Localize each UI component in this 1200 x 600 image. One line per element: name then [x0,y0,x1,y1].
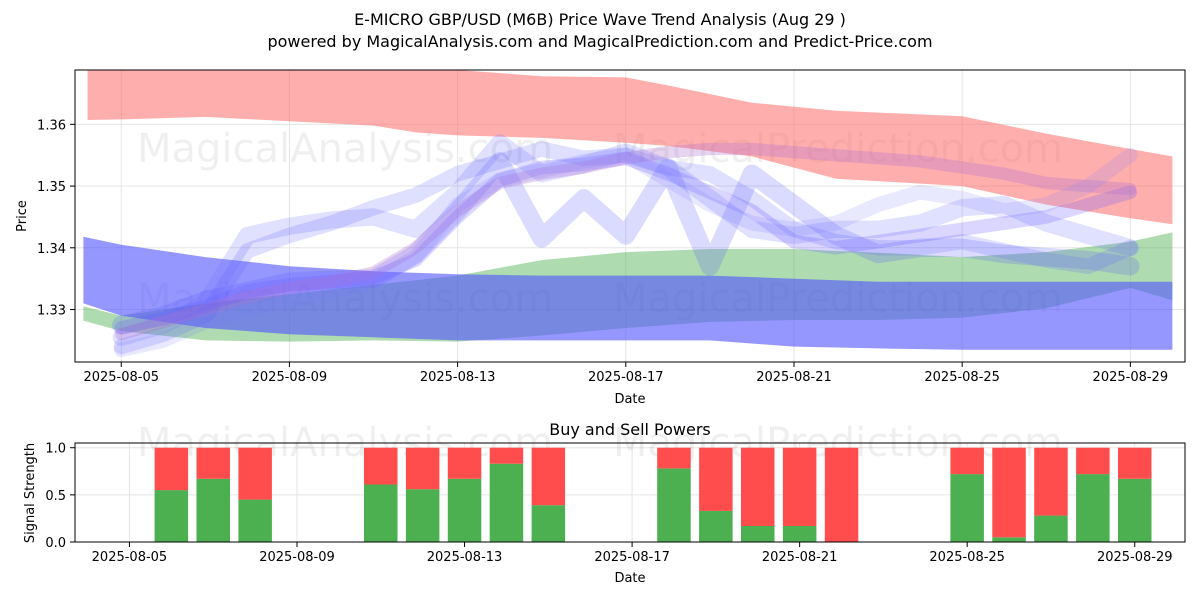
price-x-tick-label: 2025-08-09 [252,370,328,385]
sell-bar [238,447,272,500]
power-x-tick-label: 2025-08-29 [1097,550,1173,565]
wave-4 [112,152,1140,335]
buy-bar [699,510,733,542]
buy-bar [489,463,524,542]
price-y-tick-label: 1.33 [37,304,66,319]
buy-bar [1076,474,1110,542]
price-x-tick-label: 2025-08-17 [588,370,664,385]
buy-bar [992,537,1026,542]
power-y-ticks: 0.0 0.5 1.0 [45,442,75,551]
power-x-ticks: 2025-08-05 2025-08-09 2025-08-13 2025-08-17… [92,542,1173,565]
sell-bar [405,447,440,490]
sell-bar [950,447,984,475]
buy-bar [154,490,189,542]
sell-bar [699,447,733,511]
wave-3 [113,141,1139,355]
power-x-tick-label: 2025-08-21 [762,550,838,565]
buy-bar [782,526,817,542]
buy-bar [238,499,272,542]
power-x-tick-label: 2025-08-13 [427,550,503,565]
wave-1 [114,151,1138,335]
sell-bar [782,447,817,526]
price-x-tick-label: 2025-08-13 [420,370,496,385]
price-x-tick-label: 2025-08-25 [924,370,1000,385]
buy-bar [1118,478,1152,542]
power-chart-title: Buy and Sell Powers [549,420,711,439]
wave-6 [113,147,1138,358]
buy-bar [1034,515,1068,542]
sell-bar [196,447,230,479]
sell-bar [447,447,482,479]
power-panel: MagicalAnalysis.com MagicalPrediction.co… [23,420,1186,586]
upper-band [87,70,1173,225]
sell-bar [364,447,398,485]
buy-bar [741,526,775,542]
sell-bar [1118,447,1152,479]
power-y-tick-label: 0.0 [45,536,66,551]
power-x-tick-label: 2025-08-09 [259,550,335,565]
sell-bar [657,447,691,469]
buy-bar [447,478,482,542]
sell-bar [489,447,524,464]
sell-bar [992,447,1026,538]
buy-bar [950,474,984,542]
power-x-axis-label: Date [614,571,645,586]
sell-bar [1034,447,1068,516]
price-x-tick-label: 2025-08-21 [756,370,832,385]
price-y-axis-label: Price [15,200,30,232]
price-bands [83,70,1173,350]
power-y-tick-label: 1.0 [45,442,66,457]
buy-bar [657,468,691,542]
power-x-tick-label: 2025-08-17 [594,550,670,565]
buy-bar [405,489,440,542]
sell-bar [741,447,775,526]
sell-bar [531,447,566,506]
power-x-tick-label: 2025-08-25 [929,550,1005,565]
price-waves [112,134,1140,358]
power-y-axis-label: Signal Strength [23,443,38,543]
price-panel: MagicalAnalysis.com MagicalPrediction.co… [15,69,1186,407]
price-x-axis-label: Date [614,392,645,407]
wave-2 [112,134,1139,346]
buy-bar [196,478,230,542]
price-y-tick-label: 1.36 [37,118,66,133]
buy-bar [531,505,566,542]
chart-subtitle: powered by MagicalAnalysis.com and Magic… [267,32,932,51]
buy-bar [364,484,398,542]
price-y-tick-label: 1.35 [37,180,66,195]
wave-5 [115,142,1137,341]
power-plot-frame [74,442,1186,543]
power-bars [154,447,1152,542]
main-wave [83,236,1173,350]
sell-bar [824,447,859,542]
price-x-tick-label: 2025-08-29 [1093,370,1169,385]
power-y-tick-label: 0.5 [45,489,66,504]
price-y-ticks: 1.33 1.34 1.35 1.36 [37,118,75,319]
sell-bar [1076,447,1110,475]
price-plot-frame [74,69,1186,363]
price-x-tick-label: 2025-08-05 [83,370,159,385]
price-x-ticks: 2025-08-05 2025-08-09 2025-08-13 2025-08-17… [83,362,1168,385]
chart-title: E-MICRO GBP/USD (M6B) Price Wave Trend A… [354,10,846,29]
sell-bar [154,447,189,491]
price-y-tick-label: 1.34 [37,242,66,257]
power-x-tick-label: 2025-08-05 [92,550,168,565]
